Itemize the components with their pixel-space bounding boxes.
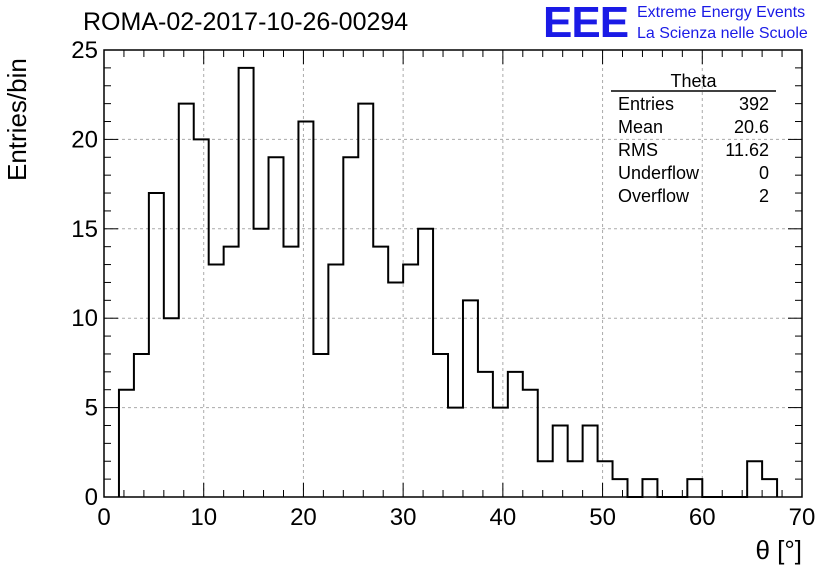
stats-value: 0	[759, 163, 769, 183]
stats-value: 20.6	[734, 117, 769, 137]
histogram-bin	[613, 479, 628, 497]
histogram-bin	[358, 104, 373, 497]
histogram-bin	[164, 318, 179, 497]
x-tick-label: 60	[689, 504, 716, 531]
histogram-bin	[254, 229, 269, 497]
stats-value: 392	[739, 94, 769, 114]
histogram-bin	[134, 354, 149, 497]
histogram-bin	[538, 461, 553, 497]
logo-subtitle-2: La Scienza nelle Scuole	[637, 25, 808, 42]
x-tick-label: 30	[390, 504, 417, 531]
stats-label: Mean	[618, 117, 663, 137]
chart-title: ROMA-02-2017-10-26-00294	[83, 8, 409, 36]
histogram-bin	[373, 247, 388, 497]
histogram-bin	[269, 157, 284, 497]
stats-value: 11.62	[725, 140, 769, 160]
stats-label: Overflow	[618, 186, 690, 206]
histogram-bin	[343, 157, 358, 497]
histogram-bin	[642, 479, 657, 497]
histogram-bin	[298, 122, 313, 497]
x-tick-label: 0	[97, 504, 110, 531]
histogram-bin	[149, 193, 164, 497]
plot-frame	[103, 49, 803, 498]
y-tick-label: 10	[71, 305, 98, 332]
histogram-bin	[568, 461, 583, 497]
histogram-outline	[117, 66, 779, 498]
histogram-bin	[313, 354, 328, 497]
histogram-bin	[433, 354, 448, 497]
histogram-bin	[598, 461, 613, 497]
stats-label: Entries	[618, 94, 674, 114]
logo-subtitle-1: Extreme Energy Events	[637, 4, 806, 21]
y-tick-label: 25	[71, 37, 98, 64]
histogram-bin	[493, 408, 508, 497]
x-tick-label: 10	[190, 504, 217, 531]
histogram-bin	[418, 229, 433, 497]
x-tick-label: 70	[789, 504, 816, 531]
stats-title: Theta	[670, 71, 717, 91]
x-tick-label: 20	[290, 504, 317, 531]
histogram-bin	[523, 390, 538, 497]
x-axis-label: θ [°]	[755, 535, 802, 565]
y-tick-label: 0	[85, 484, 98, 511]
histogram-bin	[209, 265, 224, 497]
histogram-bin	[508, 372, 523, 497]
x-tick-label: 40	[490, 504, 517, 531]
histogram-bin	[687, 479, 702, 497]
histogram-bin	[239, 68, 254, 497]
histogram-bin	[448, 408, 463, 497]
histogram-bin	[553, 425, 568, 497]
histogram-bin	[119, 390, 134, 497]
y-tick-label: 15	[71, 216, 98, 243]
histogram-bin	[283, 247, 298, 497]
histogram-bin	[463, 300, 478, 497]
histogram-bin	[179, 104, 194, 497]
y-tick-label: 20	[71, 126, 98, 153]
stats-value: 2	[759, 186, 769, 206]
stats-box: Theta Entries 392 Mean 20.6 RMS 11.62 Underflow…	[611, 71, 776, 206]
y-tick-label: 5	[85, 395, 98, 422]
histogram-bin	[583, 425, 598, 497]
eee-logo: EEE	[543, 0, 629, 47]
histogram-bin	[194, 139, 209, 497]
histogram-bin	[478, 372, 493, 497]
stats-label: RMS	[618, 140, 658, 160]
stats-label: Underflow	[618, 163, 700, 183]
x-tick-label: 50	[589, 504, 616, 531]
histogram-bars	[117, 66, 779, 498]
histogram-bin	[328, 265, 343, 497]
histogram-bin	[747, 461, 762, 497]
histogram-bin	[224, 247, 239, 497]
histogram-bin	[762, 479, 777, 497]
histogram-bin	[403, 265, 418, 497]
grid	[104, 50, 802, 497]
histogram-bin	[388, 282, 403, 497]
